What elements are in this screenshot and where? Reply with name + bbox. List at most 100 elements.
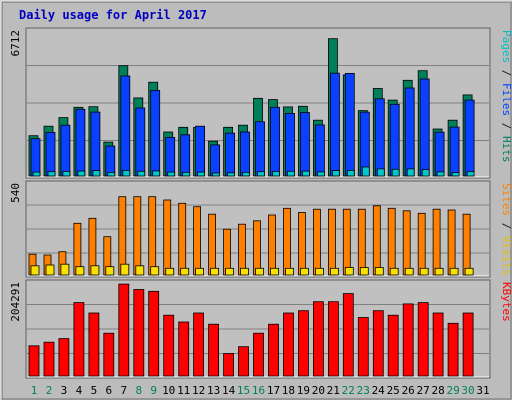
bar-visits-day-13 bbox=[210, 267, 220, 276]
bar-visits-day-22 bbox=[344, 267, 354, 276]
x-tick-label-day-24: 24 bbox=[372, 384, 386, 397]
bar-pages-day-22 bbox=[346, 169, 355, 177]
bar-kbytes-day-19 bbox=[297, 310, 309, 377]
bar-sites-day-13 bbox=[208, 213, 217, 276]
y-axis-max-label: 6712 bbox=[9, 30, 22, 57]
bar-files-day-12 bbox=[195, 125, 206, 177]
bar-kbytes-day-22 bbox=[342, 293, 354, 377]
bar-sites-day-23 bbox=[357, 208, 366, 276]
bar-pages-day-4 bbox=[77, 170, 86, 177]
bar-kbytes-day-21 bbox=[327, 301, 339, 377]
bar-pages-day-10 bbox=[167, 171, 176, 177]
bar-pages-day-28 bbox=[436, 171, 445, 177]
bar-files-day-27 bbox=[419, 78, 430, 177]
legend-part-2: Files bbox=[500, 83, 512, 116]
bar-visits-day-17 bbox=[270, 267, 279, 276]
x-tick-label-day-18: 18 bbox=[282, 384, 295, 397]
bar-files-day-18 bbox=[285, 113, 295, 177]
bar-sites-day-15 bbox=[238, 223, 246, 276]
bar-pages-day-19 bbox=[301, 170, 310, 177]
legend-part-1: / bbox=[500, 216, 512, 236]
bar-files-day-29 bbox=[449, 126, 460, 177]
bar-sites-day-29 bbox=[447, 209, 456, 276]
bar-pages-day-1 bbox=[32, 171, 41, 177]
bar-kbytes-day-2 bbox=[43, 341, 55, 377]
chart-title: Daily usage for April 2017 bbox=[19, 8, 207, 22]
legend-part-0: Sites bbox=[500, 183, 512, 216]
bar-visits-day-25 bbox=[389, 267, 399, 276]
bar-kbytes-day-12 bbox=[193, 312, 205, 377]
x-tick-label-day-20: 20 bbox=[312, 384, 325, 397]
bar-kbytes-day-18 bbox=[283, 312, 294, 377]
bar-sites-day-7 bbox=[118, 196, 127, 276]
chart-panels: 6712 Pages / Files / Hits 540 Sites / Visit… bbox=[9, 27, 512, 379]
series-legend: Sites / Visits bbox=[500, 183, 512, 276]
bar-pages-day-7 bbox=[122, 169, 131, 177]
y-axis-max-label: 540 bbox=[9, 183, 22, 203]
bar-files-day-26 bbox=[404, 87, 415, 177]
series-legend: KBytes bbox=[500, 282, 512, 322]
bar-kbytes-day-24 bbox=[372, 310, 384, 377]
bar-sites-day-30 bbox=[462, 213, 471, 276]
bar-files-day-23 bbox=[359, 111, 370, 177]
bar-kbytes-day-26 bbox=[402, 303, 414, 377]
x-tick-label-day-3: 3 bbox=[61, 384, 68, 397]
x-tick-label-day-12: 12 bbox=[192, 384, 205, 397]
bar-sites-day-18 bbox=[283, 207, 291, 276]
bar-visits-day-18 bbox=[285, 267, 294, 276]
bar-pages-day-30 bbox=[466, 171, 475, 177]
y-axis-max-label: 204291 bbox=[9, 282, 22, 322]
bar-visits-day-12 bbox=[195, 267, 205, 276]
bar-files-day-16 bbox=[255, 121, 265, 177]
bar-visits-day-29 bbox=[449, 267, 459, 276]
x-tick-label-day-22: 22 bbox=[342, 384, 355, 397]
x-tick-label-day-28: 28 bbox=[431, 384, 444, 397]
bar-kbytes-day-8 bbox=[133, 289, 145, 377]
bar-pages-day-13 bbox=[212, 172, 221, 177]
legend-part-3: / bbox=[500, 116, 512, 136]
bar-files-day-7 bbox=[120, 75, 131, 177]
x-tick-label-day-2: 2 bbox=[46, 384, 53, 397]
bar-files-day-30 bbox=[464, 99, 475, 177]
bar-files-day-3 bbox=[60, 124, 71, 177]
x-tick-label-day-17: 17 bbox=[267, 384, 280, 397]
bar-kbytes-day-1 bbox=[28, 345, 40, 377]
bar-pages-day-20 bbox=[316, 171, 325, 177]
x-tick-label-day-5: 5 bbox=[91, 384, 98, 397]
legend-part-4: Hits bbox=[500, 136, 512, 163]
bar-files-day-13 bbox=[210, 144, 221, 177]
x-tick-label-day-27: 27 bbox=[416, 384, 429, 397]
bar-visits-day-20 bbox=[314, 267, 324, 276]
bar-kbytes-day-6 bbox=[103, 332, 115, 377]
bar-visits-day-3 bbox=[60, 263, 70, 276]
legend-part-2: Visits bbox=[500, 236, 512, 276]
bar-visits-day-16 bbox=[255, 267, 264, 276]
bar-visits-day-11 bbox=[180, 267, 190, 276]
x-axis-labels: 1 2 3 4 5 6 7 8 9 10 11 12 13 14 15 16 17 18 19 20 21 22 23 24 2… bbox=[31, 384, 490, 397]
bar-files-day-2 bbox=[45, 131, 56, 177]
x-tick-label-day-4: 4 bbox=[76, 384, 83, 397]
legend-part-1: / bbox=[500, 63, 512, 83]
bar-files-day-6 bbox=[105, 145, 116, 177]
bar-pages-day-14 bbox=[227, 172, 236, 177]
bar-files-day-28 bbox=[434, 131, 445, 177]
x-tick-label-day-14: 14 bbox=[222, 384, 236, 397]
bar-kbytes-day-9 bbox=[148, 290, 160, 377]
bar-pages-day-18 bbox=[287, 170, 295, 177]
bar-kbytes-day-17 bbox=[268, 323, 279, 377]
bar-sites-day-17 bbox=[268, 214, 276, 276]
bar-visits-day-15 bbox=[240, 267, 249, 276]
x-tick-label-day-10: 10 bbox=[162, 384, 175, 397]
bar-visits-day-14 bbox=[225, 267, 235, 276]
bar-kbytes-day-11 bbox=[178, 321, 190, 377]
bar-sites-day-16 bbox=[253, 220, 261, 276]
x-tick-label-day-25: 25 bbox=[387, 384, 400, 397]
bar-visits-day-21 bbox=[329, 267, 339, 276]
x-tick-label-day-16: 16 bbox=[252, 384, 265, 397]
x-tick-label-day-11: 11 bbox=[177, 384, 190, 397]
x-tick-label-day-1: 1 bbox=[31, 384, 38, 397]
bar-sites-day-19 bbox=[297, 212, 306, 276]
bar-visits-day-4 bbox=[75, 266, 85, 276]
bar-pages-day-11 bbox=[182, 171, 191, 177]
